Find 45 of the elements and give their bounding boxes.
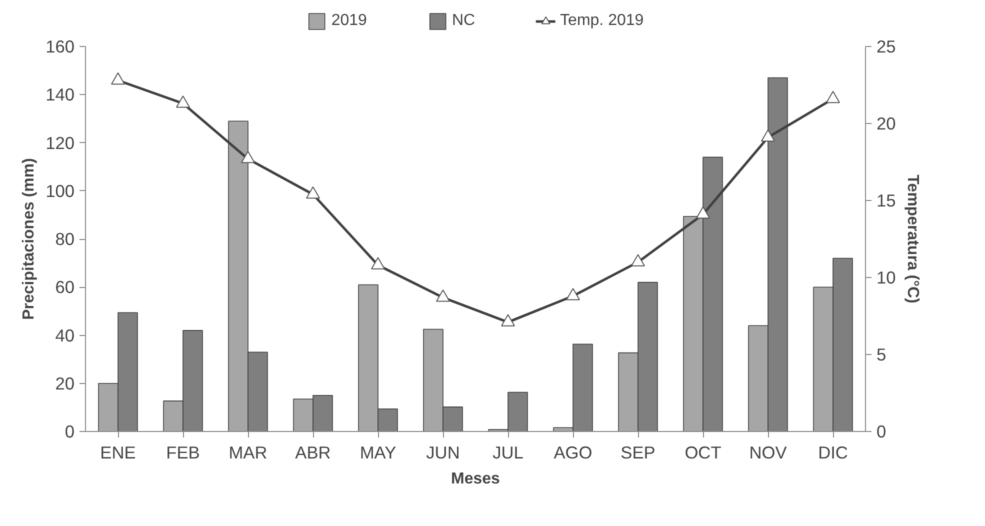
y-tick-label: 60 bbox=[55, 277, 75, 298]
y-tick-label: 140 bbox=[46, 84, 75, 105]
point bbox=[631, 254, 645, 266]
x-tick-label: NOV bbox=[749, 442, 788, 462]
point bbox=[111, 72, 125, 85]
y-tick-label: 0 bbox=[64, 422, 75, 442]
y2-tick-label: 25 bbox=[876, 36, 896, 56]
x-tick-label: DIC bbox=[818, 442, 848, 462]
point bbox=[566, 288, 580, 300]
x-tick-label: ABR bbox=[295, 442, 331, 462]
x-tick-label: FEB bbox=[166, 442, 200, 462]
y-tick-label: 40 bbox=[55, 325, 75, 346]
y-axis-title: Precipitaciones (mm) bbox=[20, 158, 38, 320]
x-tick-label: AGO bbox=[554, 442, 592, 462]
y-tick-label: 100 bbox=[46, 180, 75, 201]
x-axis-title: Meses bbox=[451, 470, 500, 488]
point bbox=[501, 314, 515, 326]
x-tick-label: JUL bbox=[492, 442, 524, 462]
x-tick-label: OCT bbox=[684, 442, 722, 462]
point bbox=[696, 206, 710, 219]
y2-tick-label: 0 bbox=[876, 422, 886, 442]
point bbox=[826, 90, 840, 104]
legend-label: Temp. 2019 bbox=[560, 12, 644, 30]
y2-tick-label: 5 bbox=[876, 344, 886, 364]
point bbox=[371, 257, 385, 270]
y2-tick-label: 15 bbox=[876, 190, 896, 210]
y-tick-label: 80 bbox=[55, 229, 75, 249]
y2-tick-label: 10 bbox=[876, 268, 896, 288]
y-tick-label: 20 bbox=[55, 373, 75, 394]
x-tick-label: SEP bbox=[620, 442, 656, 462]
legend-label: NC bbox=[452, 12, 476, 30]
point bbox=[176, 95, 190, 108]
point bbox=[306, 186, 320, 199]
y2-axis-title: Temperatura (°C) bbox=[904, 174, 921, 304]
x-tick-label: MAR bbox=[228, 442, 268, 462]
x-tick-label: JUN bbox=[426, 442, 460, 462]
legend-label: 2019 bbox=[331, 12, 367, 30]
y2-tick-label: 20 bbox=[876, 114, 896, 134]
point bbox=[761, 129, 775, 142]
y-tick-label: 120 bbox=[46, 132, 75, 153]
x-tick-label: ENE bbox=[100, 442, 136, 462]
x-tick-label: MAY bbox=[360, 442, 397, 462]
point bbox=[436, 290, 450, 302]
point bbox=[241, 150, 255, 164]
y-tick-label: 160 bbox=[46, 36, 75, 56]
